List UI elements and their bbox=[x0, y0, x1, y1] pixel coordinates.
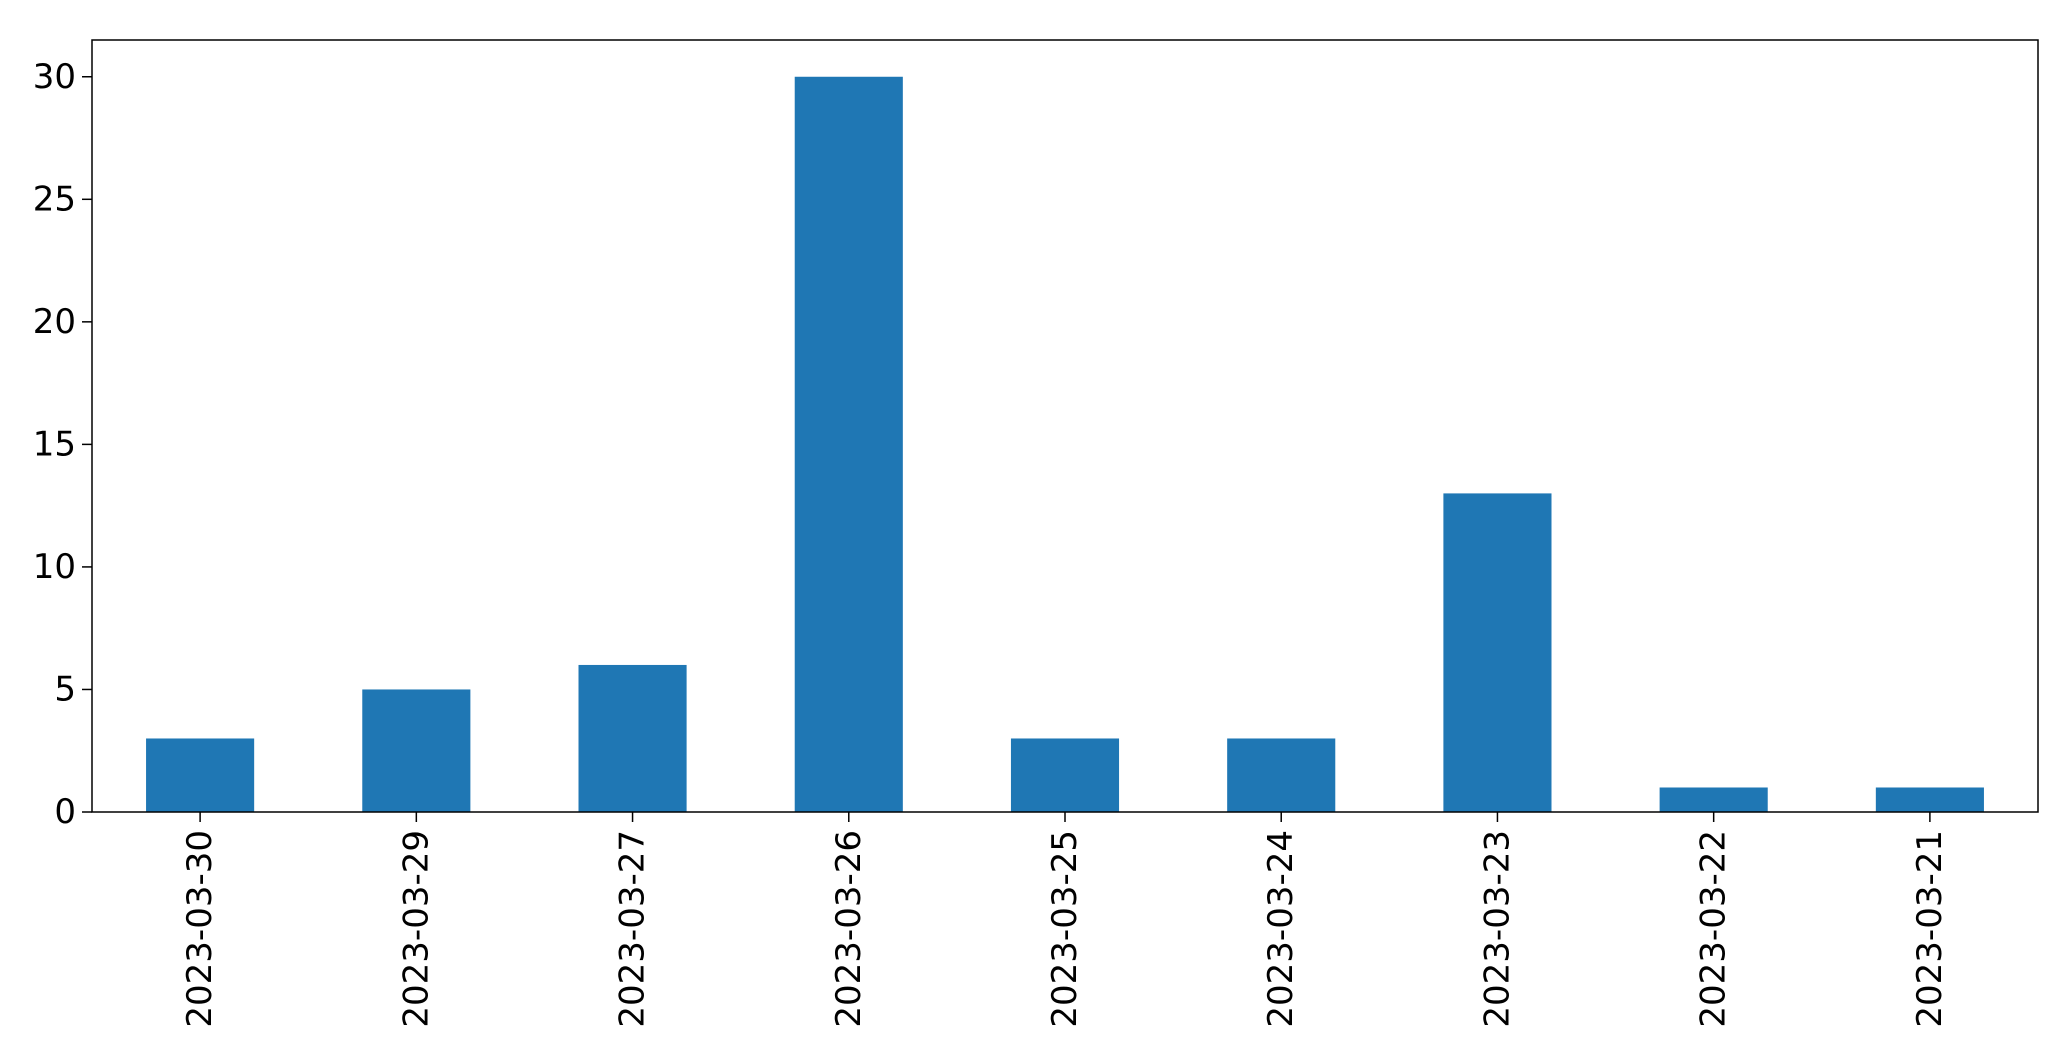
x-tick-label: 2023-03-21 bbox=[1910, 830, 1950, 1028]
bar-2023-03-30 bbox=[146, 738, 255, 812]
bar-2023-03-21 bbox=[1875, 787, 1984, 812]
y-tick-label: 10 bbox=[33, 547, 76, 587]
y-tick-label: 0 bbox=[54, 792, 76, 832]
bar-2023-03-22 bbox=[1659, 787, 1768, 812]
y-tick-label: 30 bbox=[33, 57, 76, 97]
bar-2023-03-29 bbox=[362, 689, 471, 812]
bar-2023-03-26 bbox=[794, 76, 903, 812]
x-tick-label: 2023-03-26 bbox=[829, 830, 869, 1028]
y-tick-label: 25 bbox=[33, 179, 76, 219]
x-tick-label: 2023-03-24 bbox=[1261, 830, 1301, 1028]
x-axis: 2023-03-30 2023-03-29 2023-03-27 2023-03-26… bbox=[180, 812, 1950, 1028]
y-tick-label: 20 bbox=[33, 302, 76, 342]
y-axis: 0 5 10 15 20 25 30 bbox=[33, 57, 92, 832]
y-tick-label: 15 bbox=[33, 424, 76, 464]
x-tick-label: 2023-03-30 bbox=[180, 830, 220, 1028]
bar-2023-03-27 bbox=[578, 664, 687, 812]
y-tick-label: 5 bbox=[54, 669, 76, 709]
bar-2023-03-25 bbox=[1010, 738, 1120, 812]
x-tick-label: 2023-03-29 bbox=[396, 830, 436, 1028]
x-tick-label: 2023-03-27 bbox=[613, 830, 653, 1028]
bar-2023-03-23 bbox=[1443, 493, 1552, 812]
bar-2023-03-24 bbox=[1227, 738, 1336, 812]
x-tick-label: 2023-03-25 bbox=[1045, 830, 1085, 1028]
x-tick-label: 2023-03-22 bbox=[1694, 830, 1734, 1028]
bars-group bbox=[146, 76, 1984, 812]
plot-frame bbox=[91, 39, 2039, 813]
x-tick-label: 2023-03-23 bbox=[1477, 830, 1517, 1028]
